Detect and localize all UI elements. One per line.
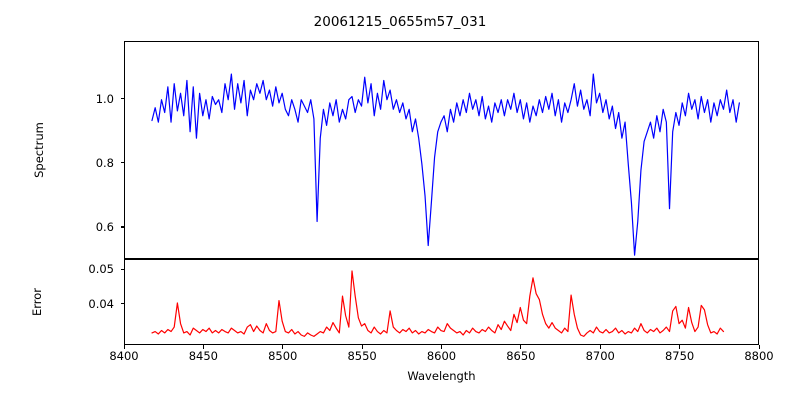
- xtick-mark: [282, 345, 284, 349]
- spectrum-ytick-mark: [120, 98, 124, 100]
- error-panel: [124, 259, 759, 345]
- spectrum-ytick-mark: [120, 162, 124, 164]
- xtick-mark: [123, 345, 125, 349]
- xtick-mark: [679, 345, 681, 349]
- x-axis-label: Wavelength: [407, 369, 476, 383]
- xtick-label: 8700: [585, 349, 615, 363]
- error-ytick-mark: [120, 268, 124, 270]
- xtick-label: 8450: [188, 349, 219, 363]
- xtick-label: 8750: [664, 349, 695, 363]
- spectrum-line-series: [151, 73, 740, 256]
- spectrum-panel: [124, 41, 759, 259]
- xtick-label: 8500: [268, 349, 298, 363]
- spectrum-ytick-mark: [120, 226, 124, 228]
- spectrum-ytick-label: 0.8: [95, 155, 114, 170]
- spectrum-data-line: [151, 73, 740, 256]
- spectrum-ytick-label: 0.6: [95, 219, 114, 234]
- xtick-mark: [441, 345, 443, 349]
- xtick-label: 8650: [506, 349, 536, 363]
- xtick-label: 8600: [426, 349, 457, 363]
- xtick-mark: [202, 345, 204, 349]
- xtick-mark: [599, 345, 601, 349]
- error-line-series: [151, 270, 725, 337]
- error-data-line: [151, 270, 725, 337]
- xtick-mark: [520, 345, 522, 349]
- spectrum-ytick-label: 1.0: [95, 91, 114, 106]
- error-ytick-label: 0.05: [88, 262, 114, 277]
- xtick-label: 8800: [744, 349, 774, 363]
- xtick-label: 8400: [109, 349, 139, 363]
- error-ytick-mark: [120, 303, 124, 305]
- spectrum-y-axis-label: Spectrum: [32, 122, 46, 178]
- error-y-axis-label: Error: [30, 287, 44, 317]
- xtick-mark: [361, 345, 363, 349]
- xtick-mark: [758, 345, 760, 349]
- xtick-label: 8550: [347, 349, 377, 363]
- chart-title: 20061215_0655m57_031: [313, 14, 487, 30]
- error-ytick-label: 0.04: [88, 296, 114, 311]
